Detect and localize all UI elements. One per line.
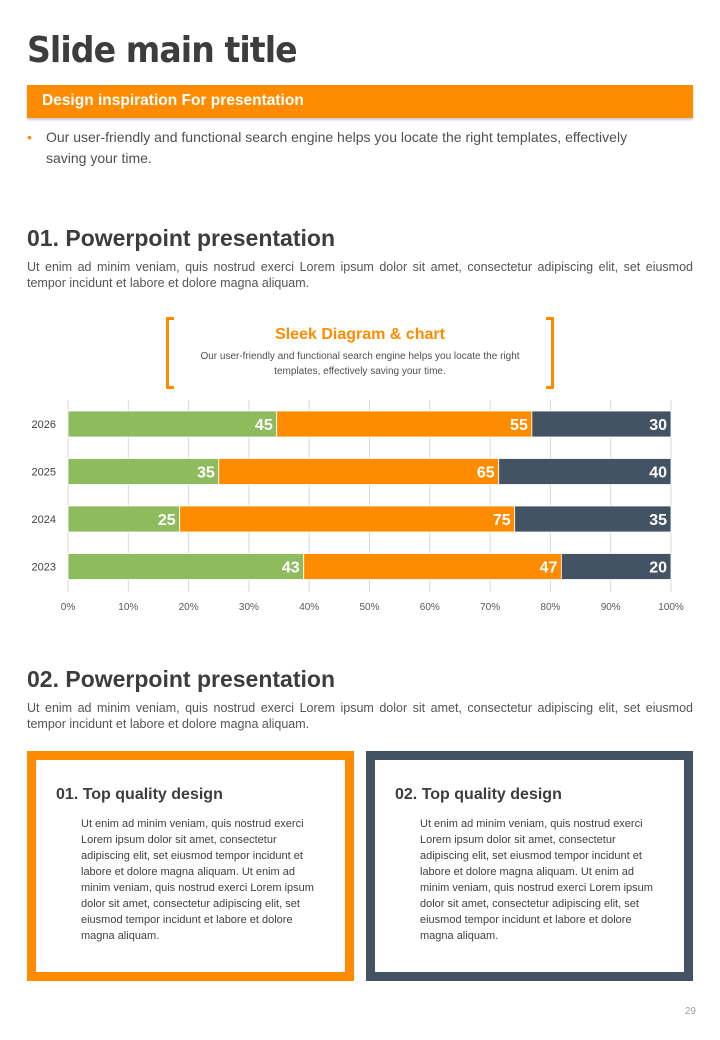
- section1-title: 01. Powerpoint presentation: [27, 225, 335, 251]
- data-label: 35: [649, 512, 667, 529]
- bar-segment: [514, 505, 672, 533]
- section2-title: 02. Powerpoint presentation: [27, 666, 335, 692]
- subtitle-text: Design inspiration For presentation: [42, 92, 304, 109]
- y-category-label: 2025: [32, 467, 56, 479]
- y-category-label: 2023: [32, 562, 56, 574]
- subtitle-banner: Design inspiration For presentation: [27, 85, 693, 118]
- bullet-icon: •: [27, 129, 32, 145]
- chart-callout: Sleek Diagram & chart Our user-friendly …: [166, 317, 554, 389]
- data-label: 20: [649, 560, 667, 577]
- bar-segment: [67, 458, 220, 485]
- x-tick-label: 40%: [299, 602, 319, 613]
- data-label: 30: [649, 417, 667, 434]
- bar-segment: [218, 458, 500, 485]
- bar-segment: [67, 410, 278, 438]
- x-tick-label: 0%: [61, 602, 76, 613]
- left-bracket-icon: [166, 317, 174, 389]
- y-category-label: 2024: [32, 514, 56, 526]
- data-label: 25: [158, 512, 176, 529]
- stacked-bar-chart: 0% 10% 20% 30% 40% 50% 60% 70% 80% 90% 100% 2026 45 5…: [32, 400, 684, 613]
- data-label: 55: [510, 417, 528, 434]
- data-label: 65: [477, 465, 495, 482]
- card-title: 01. Top quality design: [56, 786, 223, 803]
- data-label: 45: [255, 417, 273, 434]
- bar-segment: [276, 410, 533, 438]
- y-category-label: 2026: [32, 419, 56, 431]
- data-label: 43: [282, 560, 300, 577]
- bar-segment: [531, 410, 672, 438]
- right-bracket-icon: [546, 317, 554, 389]
- x-tick-label: 30%: [239, 602, 259, 613]
- intro-bullet: • Our user-friendly and functional searc…: [27, 127, 667, 169]
- x-tick-label: 70%: [480, 602, 500, 613]
- callout-title: Sleek Diagram & chart: [275, 326, 445, 343]
- card-title: 02. Top quality design: [395, 786, 562, 803]
- feature-card-1: 01. Top quality design Ut enim ad minim …: [27, 751, 354, 981]
- bar-segment: [67, 553, 305, 580]
- x-tick-label: 90%: [601, 602, 621, 613]
- bar-segment: [67, 505, 181, 533]
- data-label: 75: [493, 512, 511, 529]
- bullet-text: Our user-friendly and functional search …: [46, 129, 628, 166]
- x-tick-label: 50%: [359, 602, 379, 613]
- x-tick-label: 100%: [658, 602, 684, 613]
- card-body: Ut enim ad minim veniam, quis nostrud ex…: [81, 818, 314, 942]
- data-label: 35: [197, 465, 215, 482]
- bar-segment: [303, 553, 562, 580]
- card-body: Ut enim ad minim veniam, quis nostrud ex…: [420, 818, 653, 942]
- x-tick-label: 80%: [540, 602, 560, 613]
- bar-segment: [179, 505, 516, 533]
- section1-body: Ut enim ad minim veniam, quis nostrud ex…: [27, 260, 693, 290]
- x-tick-label: 60%: [420, 602, 440, 613]
- x-tick-label: 10%: [118, 602, 138, 613]
- section2-body: Ut enim ad minim veniam, quis nostrud ex…: [27, 701, 693, 731]
- bar-segment: [560, 553, 672, 580]
- bar-segment: [498, 458, 672, 485]
- data-label: 40: [649, 465, 667, 482]
- page-number: 29: [684, 1006, 696, 1017]
- feature-card-2: 02. Top quality design Ut enim ad minim …: [366, 751, 693, 981]
- callout-body: Our user-friendly and functional search …: [200, 351, 520, 377]
- x-tick-label: 20%: [179, 602, 199, 613]
- data-label: 47: [540, 560, 558, 577]
- slide-title: Slide main title: [27, 30, 298, 71]
